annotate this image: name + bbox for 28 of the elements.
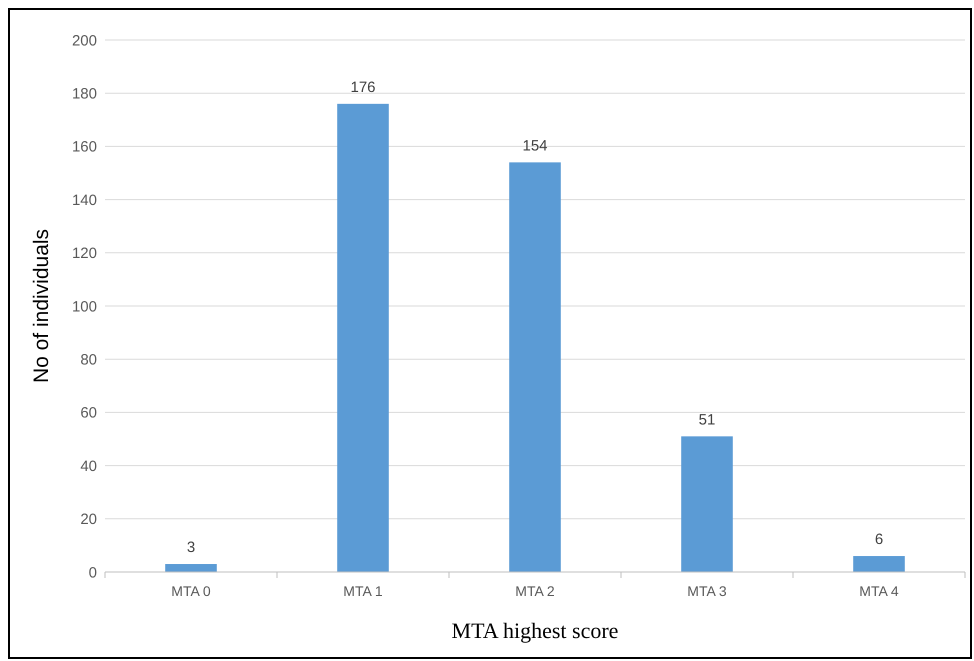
x-tick-label: MTA 2: [515, 583, 555, 599]
bar: [681, 436, 733, 572]
y-tick-label: 60: [80, 404, 97, 422]
y-tick-label: 0: [88, 564, 97, 582]
x-tick-label: MTA 0: [171, 583, 211, 599]
data-label: 3: [186, 539, 196, 556]
x-tick-label: MTA 1: [343, 583, 383, 599]
x-tick-label: MTA 4: [859, 583, 899, 599]
x-axis-title: MTA highest score: [452, 618, 618, 643]
data-label: 51: [698, 411, 716, 428]
y-tick-label: 140: [72, 192, 97, 209]
y-tick-label: 180: [72, 85, 97, 102]
bar: [853, 556, 905, 572]
x-tick-label: MTA 3: [687, 583, 727, 599]
y-axis-title: No of individuals: [30, 228, 53, 384]
data-label: 154: [522, 137, 548, 154]
y-tick-label: 100: [72, 298, 97, 316]
y-tick-label: 20: [80, 511, 97, 528]
y-tick-label: 120: [72, 245, 97, 262]
bar: [337, 104, 389, 572]
y-tick-label: 80: [80, 351, 97, 368]
y-tick-label: 160: [72, 138, 97, 156]
y-tick-label: 200: [72, 32, 97, 50]
bar: [165, 564, 217, 572]
data-label: 6: [874, 531, 884, 548]
bar: [509, 162, 561, 572]
data-label: 176: [350, 78, 376, 96]
y-tick-label: 40: [80, 458, 97, 475]
